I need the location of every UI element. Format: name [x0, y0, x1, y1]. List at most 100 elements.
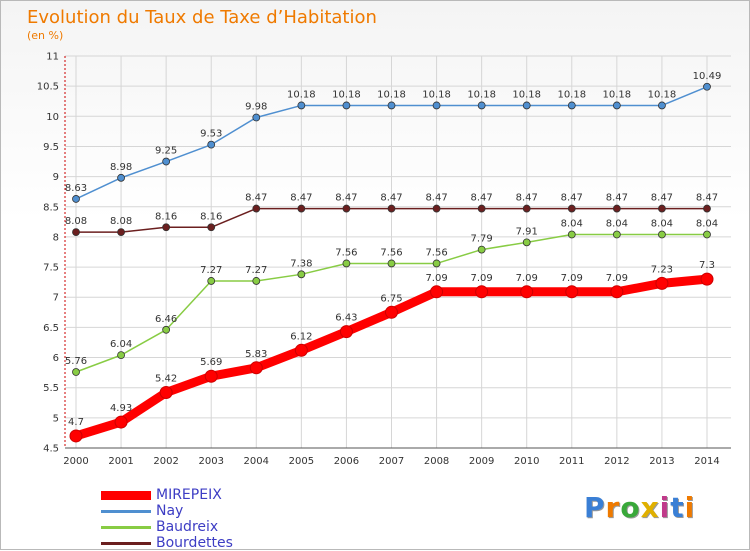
- data-label: 7.79: [471, 234, 493, 245]
- y-tick-label: 11: [46, 52, 59, 63]
- y-tick-label: 5.5: [43, 383, 59, 394]
- grid-layer: [65, 55, 731, 449]
- data-label: 5.69: [200, 357, 222, 368]
- y-tick-label: 10: [46, 112, 59, 123]
- data-point: [565, 285, 579, 299]
- data-label: 7.23: [651, 264, 673, 275]
- data-point: [522, 101, 531, 110]
- x-tick-label: 2012: [604, 456, 629, 467]
- x-tick-label: 2004: [244, 456, 269, 467]
- y-tick-label: 9: [53, 172, 59, 183]
- data-point: [703, 230, 711, 239]
- data-point: [297, 270, 306, 279]
- legend-label: Nay: [156, 503, 184, 519]
- data-label: 9.53: [200, 129, 222, 140]
- data-label: 10.18: [512, 89, 541, 100]
- x-tick-label: 2001: [108, 456, 133, 467]
- data-label: 7.91: [516, 226, 538, 237]
- data-label: 10.18: [648, 89, 677, 100]
- data-label: 8.47: [290, 193, 312, 204]
- data-label: 8.63: [65, 183, 87, 194]
- data-point: [477, 204, 486, 213]
- x-tick-label: 2002: [153, 456, 178, 467]
- data-label: 6.12: [290, 331, 312, 342]
- data-label: 10.18: [377, 89, 406, 100]
- logo-letter: P: [584, 491, 606, 524]
- data-point: [522, 204, 531, 213]
- y-tick-label: 7.5: [43, 263, 59, 274]
- y-tick-label: 8.5: [43, 202, 59, 213]
- data-label: 8.08: [110, 216, 132, 227]
- data-label: 8.47: [516, 193, 538, 204]
- logo-letter: t: [670, 491, 685, 524]
- data-point: [387, 101, 396, 110]
- legend-swatch: [101, 542, 151, 545]
- data-point: [612, 204, 621, 213]
- legend-swatch: [101, 510, 151, 513]
- data-label: 10.18: [467, 89, 496, 100]
- data-label: 7.09: [516, 273, 538, 284]
- data-label: 9.98: [245, 102, 267, 113]
- data-point: [612, 230, 621, 239]
- data-label-layer: 8.63 8.98 9.25 9.53 9.98 10.18 10.18 10.18 10.18…: [65, 71, 721, 428]
- x-tick-label: 2005: [289, 456, 314, 467]
- data-label: 8.47: [380, 193, 402, 204]
- data-label: 8.47: [561, 193, 583, 204]
- data-label: 7.3: [699, 260, 715, 271]
- data-point: [567, 230, 576, 239]
- data-point: [207, 140, 216, 149]
- y-tick-label: 6: [53, 353, 59, 364]
- data-point: [387, 259, 396, 268]
- series-layer: [69, 82, 714, 443]
- y-tick-label: 6.5: [43, 323, 59, 334]
- data-point: [297, 101, 306, 110]
- x-tick-label: 2003: [198, 456, 223, 467]
- data-point: [342, 101, 351, 110]
- legend-label: Bourdettes: [156, 535, 233, 551]
- data-label: 6.43: [335, 313, 357, 324]
- data-point: [430, 285, 444, 299]
- logo-letter: i: [684, 491, 696, 524]
- y-tick-label: 9.5: [43, 142, 59, 153]
- data-point: [477, 101, 486, 110]
- data-point: [432, 204, 441, 213]
- x-tick-label: 2009: [469, 456, 494, 467]
- data-point: [252, 113, 261, 122]
- data-point: [297, 204, 306, 213]
- data-label: 10.49: [693, 71, 722, 82]
- data-label: 10.18: [287, 89, 316, 100]
- data-point: [655, 276, 669, 290]
- logo-letter: o: [620, 491, 641, 524]
- data-point: [252, 204, 261, 213]
- data-point: [72, 368, 80, 376]
- data-label: 4.93: [110, 403, 132, 414]
- x-tick-label: 2006: [334, 456, 359, 467]
- y-tick-label: 5: [53, 413, 59, 424]
- data-label: 6.75: [380, 293, 402, 304]
- data-label: 10.18: [557, 89, 586, 100]
- data-point: [72, 195, 80, 203]
- y-tick-label: 7: [53, 293, 59, 304]
- legend-swatch: [101, 491, 151, 500]
- chart-unit-label: (en %): [27, 29, 64, 42]
- data-label: 8.47: [471, 193, 493, 204]
- data-label: 10.18: [603, 89, 632, 100]
- line-chart: 4.5 5 5.5 6 6.5 7 7.5 8 8.5 9 9.5 10 10.5 11 2000 2001 2…: [37, 52, 731, 467]
- data-label: 8.98: [110, 162, 132, 173]
- data-point: [432, 101, 441, 110]
- x-tick-label: 2014: [694, 456, 719, 467]
- data-label: 7.38: [290, 258, 312, 269]
- data-point: [207, 223, 216, 232]
- x-tick-label: 2000: [63, 456, 88, 467]
- data-point: [658, 101, 666, 110]
- data-label: 5.76: [65, 356, 87, 367]
- data-label: 8.16: [155, 211, 177, 222]
- data-point: [117, 173, 125, 182]
- data-label: 8.16: [200, 211, 222, 222]
- data-point: [703, 82, 711, 91]
- data-label: 10.18: [332, 89, 361, 100]
- legend-swatch: [101, 526, 151, 529]
- data-point: [159, 386, 173, 400]
- data-label: 8.47: [335, 193, 357, 204]
